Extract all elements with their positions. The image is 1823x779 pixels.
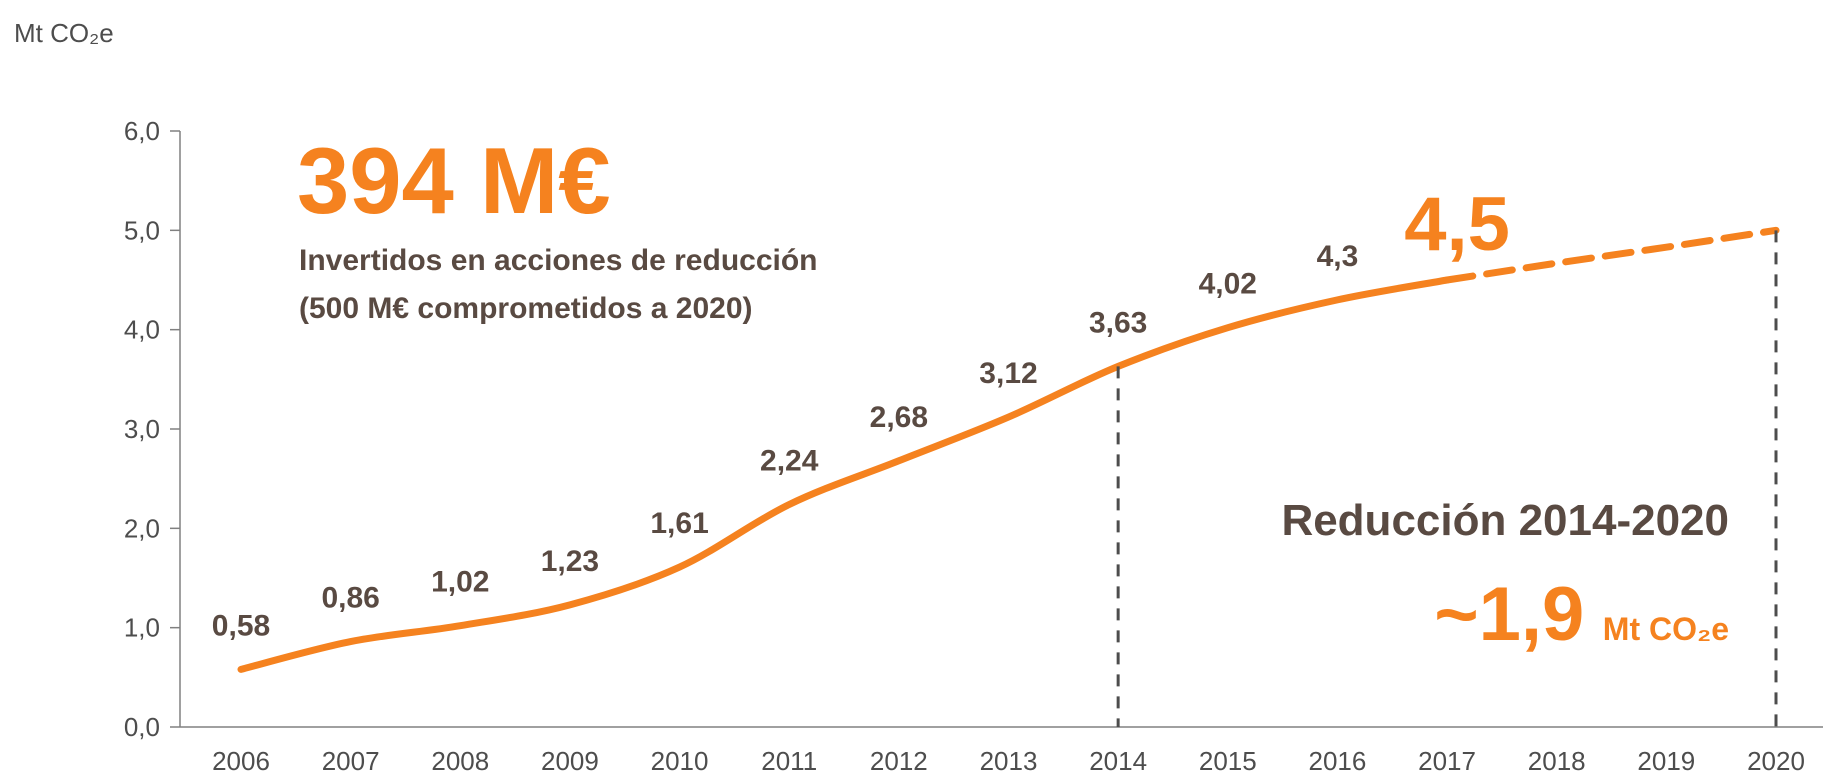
x-tick-label: 2018: [1528, 746, 1586, 776]
x-tick-label: 2008: [431, 746, 489, 776]
y-axis-label: Mt CO₂e: [14, 18, 114, 48]
data-label: 0,86: [321, 582, 379, 615]
y-tick-label: 6,0: [124, 116, 160, 146]
y-tick-label: 0,0: [124, 712, 160, 742]
data-label: 1,23: [541, 545, 599, 578]
data-label: 1,02: [431, 566, 489, 599]
x-tick-label: 2014: [1089, 746, 1147, 776]
reduction-title: Reducción 2014-2020: [1281, 496, 1729, 545]
headline: 394 M€: [297, 128, 611, 233]
y-tick-label: 2,0: [124, 513, 160, 543]
x-tick-label: 2012: [870, 746, 928, 776]
x-tick-label: 2017: [1418, 746, 1476, 776]
data-label: 0,58: [212, 609, 270, 642]
x-tick-label: 2007: [322, 746, 380, 776]
x-tick-label: 2006: [212, 746, 270, 776]
x-tick-label: 2010: [651, 746, 709, 776]
data-label: 4,5: [1404, 182, 1510, 267]
line: [237, 276, 1451, 673]
reduction-text: ~1,9 Mt CO₂e: [1434, 572, 1729, 657]
x-tick-label: 2015: [1199, 746, 1257, 776]
data-label: 4,02: [1199, 268, 1257, 301]
x-tick-label: 2020: [1747, 746, 1805, 776]
y-tick-label: 1,0: [124, 613, 160, 643]
data-label: 1,61: [650, 507, 708, 540]
data-label: 3,12: [979, 357, 1037, 390]
x-tick-label: 2016: [1309, 746, 1367, 776]
data-label: 4,3: [1317, 240, 1359, 273]
reduction-unit: Mt CO₂e: [1603, 611, 1729, 647]
subtitle: (500 M€ comprometidos a 2020): [299, 292, 753, 325]
y-tick-label: 3,0: [124, 414, 160, 444]
y-tick-label: 4,0: [124, 315, 160, 345]
data-label: 3,63: [1089, 306, 1147, 339]
x-tick-label: 2013: [980, 746, 1038, 776]
x-tick-label: 2019: [1637, 746, 1695, 776]
projection-line: [1443, 226, 1780, 284]
data-label: 2,68: [870, 401, 928, 434]
subtitle: Invertidos en acciones de reducción: [299, 244, 818, 277]
data-label: 2,24: [760, 444, 819, 477]
reduction-value: ~1,9: [1434, 572, 1584, 657]
y-tick-label: 5,0: [124, 215, 160, 245]
x-tick-label: 2011: [761, 746, 817, 776]
x-tick-label: 2009: [541, 746, 599, 776]
